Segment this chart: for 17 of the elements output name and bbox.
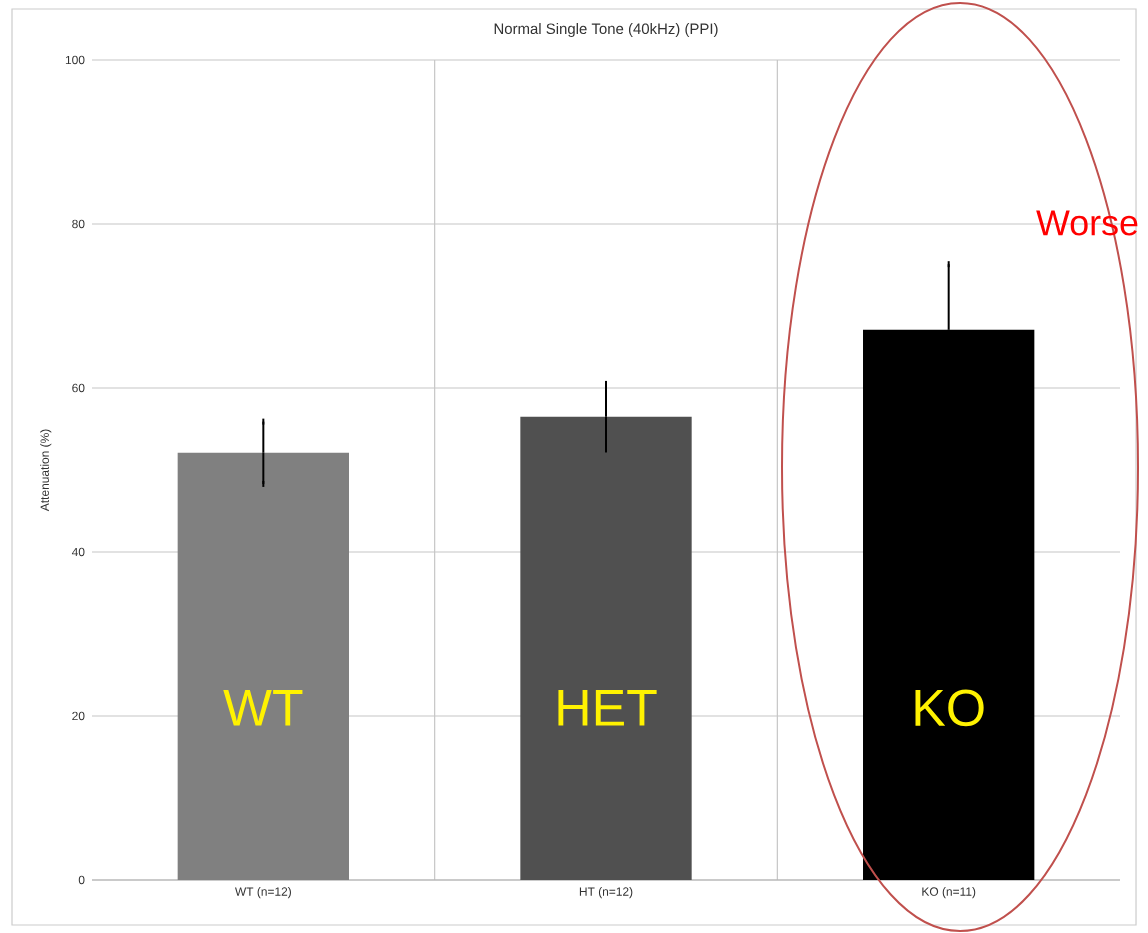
y-tick-label: 60 xyxy=(72,383,85,393)
bar xyxy=(177,452,349,880)
x-tick-label: WT (n=12) xyxy=(235,887,291,899)
x-tick-label: HT (n=12) xyxy=(579,887,633,899)
annotation: WT xyxy=(223,689,303,726)
y-tick-label: 0 xyxy=(78,875,85,885)
x-tick-label: KO (n=11) xyxy=(922,887,976,899)
y-tick-label: 20 xyxy=(72,711,85,721)
annotation: KO xyxy=(915,689,984,727)
y-tick-label: 80 xyxy=(72,219,85,229)
chart-title: Normal Single Tone (40kHz) (PPI) xyxy=(494,23,718,37)
bar xyxy=(863,329,1035,880)
y-tick-label: 40 xyxy=(71,547,85,557)
y-tick-label: 100 xyxy=(65,55,85,65)
annotation: HET xyxy=(558,689,657,726)
y-axis-title: Attenuation (%) xyxy=(40,429,52,512)
bar xyxy=(520,416,692,880)
